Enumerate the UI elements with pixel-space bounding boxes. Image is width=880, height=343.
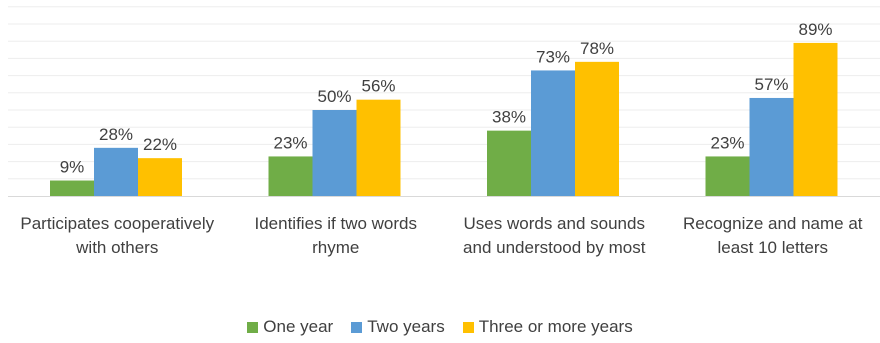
data-label-three-or-more-years-3: 78% bbox=[580, 39, 614, 58]
bar-one-year-4 bbox=[705, 156, 750, 196]
data-label-one-year-2: 23% bbox=[273, 133, 307, 152]
bar-two-years-1 bbox=[94, 147, 138, 196]
x-tick-label: Identifies if two words rhyme bbox=[254, 214, 417, 257]
bar-two-years-3 bbox=[531, 70, 575, 196]
legend-label-one-year: One year bbox=[263, 317, 334, 336]
data-label-two-years-2: 50% bbox=[317, 87, 351, 106]
legend-swatch-three-or-more-years bbox=[462, 321, 474, 333]
legend-swatch-one-year bbox=[247, 321, 259, 333]
bar-one-year-2 bbox=[268, 156, 313, 196]
value-labels: 9% 28% 22% 23% 50% 56% 38% 73% 78% 23% 57% 89% bbox=[60, 20, 833, 177]
data-label-two-years-1: 28% bbox=[99, 125, 133, 144]
legend-label-two-years: Two years bbox=[367, 317, 445, 336]
data-label-three-or-more-years-2: 56% bbox=[361, 77, 395, 96]
bar-three-or-more-years-2 bbox=[356, 99, 401, 196]
bar-three-or-more-years-1 bbox=[138, 158, 182, 196]
data-label-two-years-4: 57% bbox=[754, 75, 788, 94]
gridlines bbox=[8, 6, 880, 180]
bar-two-years-2 bbox=[312, 110, 357, 196]
data-label-one-year-4: 23% bbox=[710, 133, 744, 152]
legend-label-three-or-more-years: Three or more years bbox=[478, 317, 633, 336]
legend-swatch-two-years bbox=[351, 321, 363, 333]
x-tick-label: Participates cooperatively with others bbox=[20, 214, 215, 257]
data-label-two-years-3: 73% bbox=[536, 47, 570, 66]
legend: One year Two years Three or more years bbox=[0, 316, 880, 338]
bars bbox=[50, 42, 838, 197]
data-label-three-or-more-years-1: 22% bbox=[143, 135, 177, 154]
legend-item-one-year: One year bbox=[247, 317, 333, 337]
x-tick-label: Recognize and name at least 10 letters bbox=[682, 214, 863, 257]
bar-three-or-more-years-3 bbox=[575, 61, 619, 197]
data-label-one-year-1: 9% bbox=[60, 158, 85, 177]
legend-item-two-years: Two years bbox=[351, 317, 445, 337]
bar-one-year-1 bbox=[50, 180, 94, 196]
x-tick-label: Uses words and sounds and understood by … bbox=[463, 214, 646, 257]
data-label-three-or-more-years-4: 89% bbox=[798, 20, 832, 39]
data-label-one-year-3: 38% bbox=[492, 108, 526, 127]
bar-one-year-3 bbox=[487, 130, 531, 196]
legend-item-three-or-more-years: Three or more years bbox=[462, 317, 633, 337]
bar-two-years-4 bbox=[749, 97, 794, 196]
bar-three-or-more-years-4 bbox=[793, 42, 838, 196]
